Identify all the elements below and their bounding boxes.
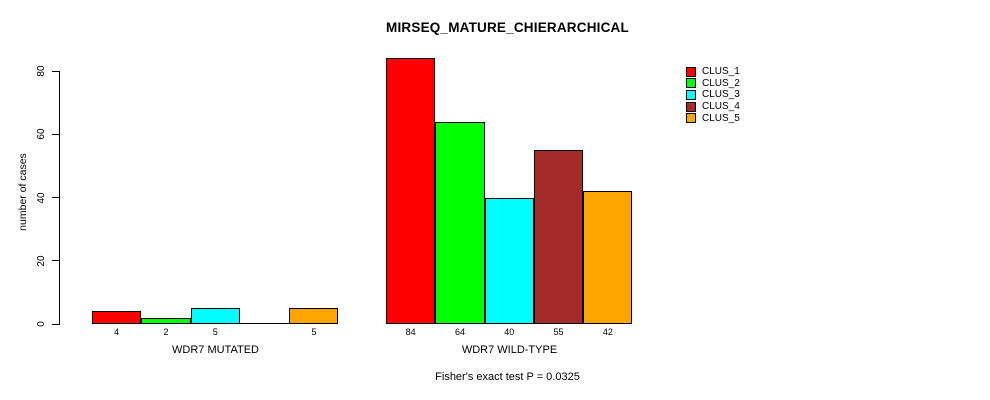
- y-tick-label: 80: [36, 65, 47, 77]
- bar-wdr7-wild-type-clus-4: [533, 150, 584, 324]
- y-axis-label: number of cases: [17, 153, 29, 231]
- bar-count-label-wdr7-mutated-clus-3: 5: [212, 327, 218, 337]
- legend-item-clus_4: CLUS_4: [686, 101, 740, 112]
- bar-count-label-wdr7-mutated-clus-2: 2: [163, 327, 169, 337]
- bar-wdr7-wild-type-clus-3: [484, 197, 534, 324]
- legend-swatch-clus_3: [686, 89, 696, 100]
- legend-label: CLUS_2: [702, 77, 740, 89]
- bar-count-label-wdr7-wild-type-clus-2: 64: [454, 327, 465, 337]
- legend-item-clus_1: CLUS_1: [686, 66, 740, 77]
- group-label-wdr7-mutated: WDR7 MUTATED: [172, 344, 259, 356]
- legend-item-clus_2: CLUS_2: [686, 78, 740, 89]
- legend-label: CLUS_3: [702, 89, 740, 101]
- legend-label: CLUS_4: [702, 101, 740, 113]
- bar-count-label-wdr7-mutated-clus-5: 5: [311, 327, 317, 337]
- legend-swatch-clus_5: [686, 113, 696, 124]
- bar-wdr7-mutated-clus-4: [239, 323, 290, 324]
- y-tick-mark: [52, 197, 59, 198]
- chart-title: MIRSEQ_MATURE_CHIERARCHICAL: [386, 20, 629, 35]
- y-tick-label: 20: [36, 255, 47, 267]
- legend-swatch-clus_4: [686, 101, 696, 112]
- y-axis-line: [59, 71, 60, 325]
- legend-item-clus_5: CLUS_5: [686, 113, 740, 124]
- legend-item-clus_3: CLUS_3: [686, 89, 740, 100]
- y-tick-mark: [52, 133, 59, 135]
- bar-count-label-wdr7-wild-type-clus-3: 40: [504, 327, 515, 337]
- fisher-test-annotation: Fisher's exact test P = 0.0325: [435, 371, 580, 383]
- group-label-wdr7-wild-type: WDR7 WILD-TYPE: [461, 344, 558, 356]
- legend-swatch-clus_1: [686, 66, 696, 77]
- y-tick-label: 40: [36, 191, 47, 204]
- legend-label: CLUS_5: [702, 112, 740, 124]
- y-tick-label: 60: [36, 128, 47, 140]
- bar-wdr7-mutated-clus-2: [141, 317, 191, 324]
- legend-swatch-clus_2: [686, 78, 696, 89]
- bar-count-label-wdr7-mutated-clus-1: 4: [114, 327, 120, 337]
- legend-label: CLUS_1: [702, 66, 740, 77]
- y-tick-mark: [52, 70, 59, 72]
- bar-wdr7-mutated-clus-5: [289, 308, 339, 324]
- bar-count-label-wdr7-wild-type-clus-5: 42: [602, 327, 613, 337]
- bar-count-label-wdr7-wild-type-clus-1: 84: [405, 327, 416, 337]
- bar-wdr7-wild-type-clus-5: [583, 191, 633, 324]
- bar-wdr7-mutated-clus-1: [92, 311, 142, 325]
- y-tick-label: 0: [36, 321, 47, 327]
- bar-wdr7-mutated-clus-3: [190, 308, 240, 324]
- y-tick-mark: [52, 260, 59, 262]
- bar-wdr7-wild-type-clus-1: [386, 58, 436, 324]
- y-tick-mark: [52, 323, 59, 325]
- bar-count-label-wdr7-wild-type-clus-4: 55: [553, 327, 564, 337]
- bar-wdr7-wild-type-clus-2: [435, 121, 485, 324]
